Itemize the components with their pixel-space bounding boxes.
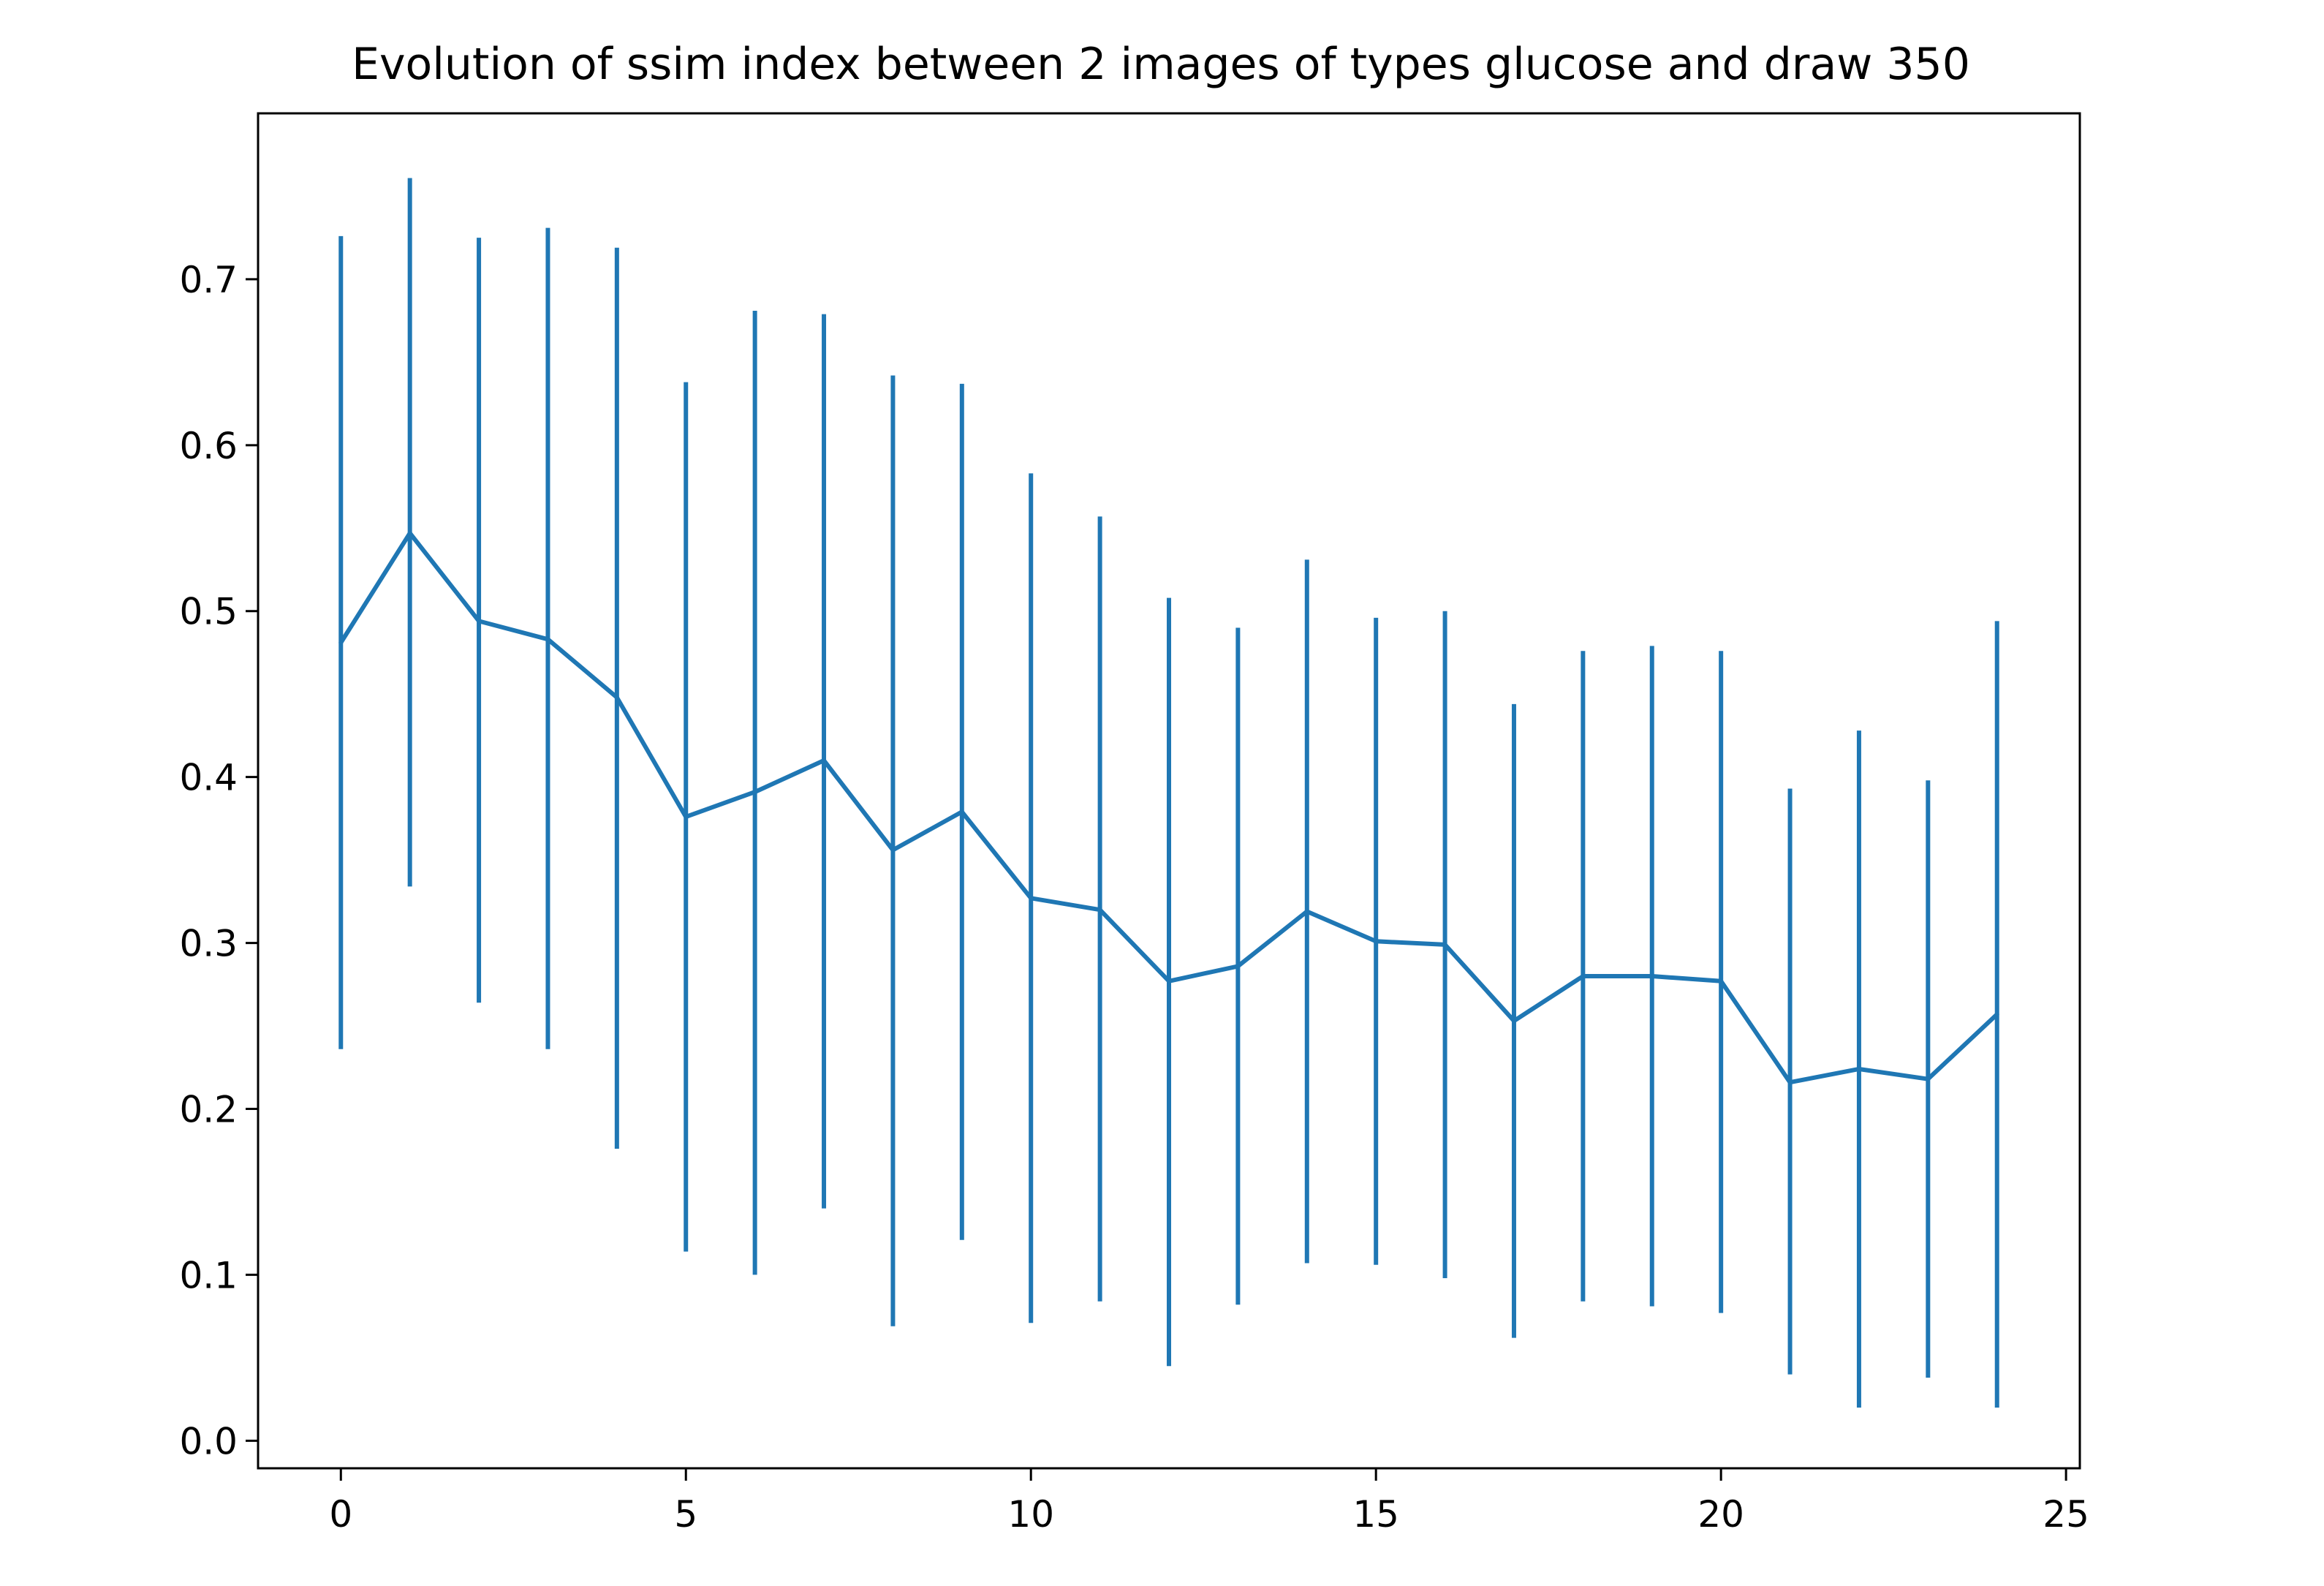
data-point-24 (1994, 1012, 1999, 1017)
data-point-3 (545, 637, 550, 642)
data-point-23 (1926, 1076, 1931, 1081)
series-line-group (338, 531, 1999, 1085)
data-point-16 (1442, 942, 1447, 947)
data-point-10 (1029, 896, 1034, 901)
data-point-5 (684, 815, 689, 820)
data-point-17 (1511, 1019, 1516, 1024)
data-point-19 (1649, 973, 1654, 978)
y-tick-label: 0.2 (179, 1088, 238, 1130)
x-tick-label: 0 (329, 1493, 352, 1536)
data-point-12 (1167, 978, 1171, 983)
y-tick-label: 0.5 (179, 591, 238, 633)
x-tick-label: 20 (1697, 1493, 1744, 1536)
data-point-6 (752, 790, 757, 795)
data-point-1 (407, 531, 412, 536)
x-tick-label: 5 (674, 1493, 697, 1536)
data-point-20 (1719, 978, 1724, 983)
plot-frame (257, 112, 2081, 1470)
y-tick-label: 0.7 (179, 259, 238, 301)
y-tick-label: 0.6 (179, 425, 238, 467)
data-point-7 (822, 758, 827, 763)
x-tick-label: 25 (2043, 1493, 2089, 1536)
chart-title: Evolution of ssim index between 2 images… (352, 39, 1970, 90)
data-point-21 (1787, 1080, 1793, 1085)
data-point-11 (1097, 907, 1102, 913)
x-axis: 0 5 10 15 20 25 (329, 1468, 2089, 1536)
data-point-2 (477, 619, 482, 624)
data-point-22 (1856, 1067, 1861, 1072)
data-point-0 (338, 640, 344, 645)
y-tick-label: 0.3 (179, 923, 238, 965)
data-point-13 (1235, 964, 1241, 969)
data-point-18 (1581, 973, 1586, 978)
x-tick-label: 10 (1007, 1493, 1054, 1536)
y-tick-label: 0.1 (179, 1254, 238, 1296)
y-axis: 0.0 0.1 0.2 0.3 0.4 0.5 0.6 0.7 (179, 259, 258, 1462)
x-tick-label: 15 (1352, 1493, 1399, 1536)
data-point-14 (1304, 909, 1309, 914)
data-point-8 (890, 847, 896, 853)
data-point-4 (614, 695, 619, 700)
y-tick-label: 0.4 (179, 757, 238, 799)
y-tick-label: 0.0 (179, 1420, 238, 1462)
data-point-9 (959, 809, 964, 815)
data-point-15 (1374, 939, 1379, 944)
